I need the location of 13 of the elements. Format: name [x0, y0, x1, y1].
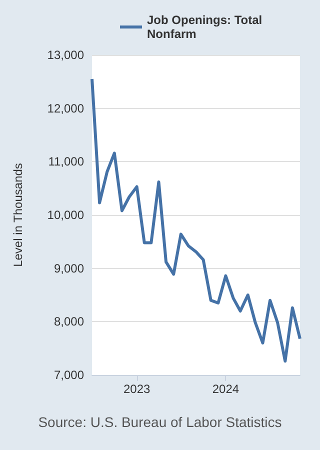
y-tick-label: 7,000	[54, 368, 84, 382]
y-axis-title: Level in Thousands	[11, 163, 25, 267]
legend-label: Job Openings: Total Nonfarm	[147, 13, 262, 41]
x-tick-label: 2023	[123, 382, 150, 396]
line-series	[90, 78, 302, 363]
y-tick-label: 13,000	[47, 48, 84, 62]
y-tick-label: 11,000	[48, 154, 84, 169]
y-tick-label: 9,000	[54, 261, 84, 276]
y-tick-label: 12,000	[47, 101, 84, 116]
y-tick-label: 10,000	[47, 208, 84, 222]
x-tick-label: 2024	[212, 382, 240, 396]
source-note: Source: U.S. Bureau of Labor Statistics	[38, 414, 282, 430]
y-tick-label: 8,000	[54, 314, 84, 329]
